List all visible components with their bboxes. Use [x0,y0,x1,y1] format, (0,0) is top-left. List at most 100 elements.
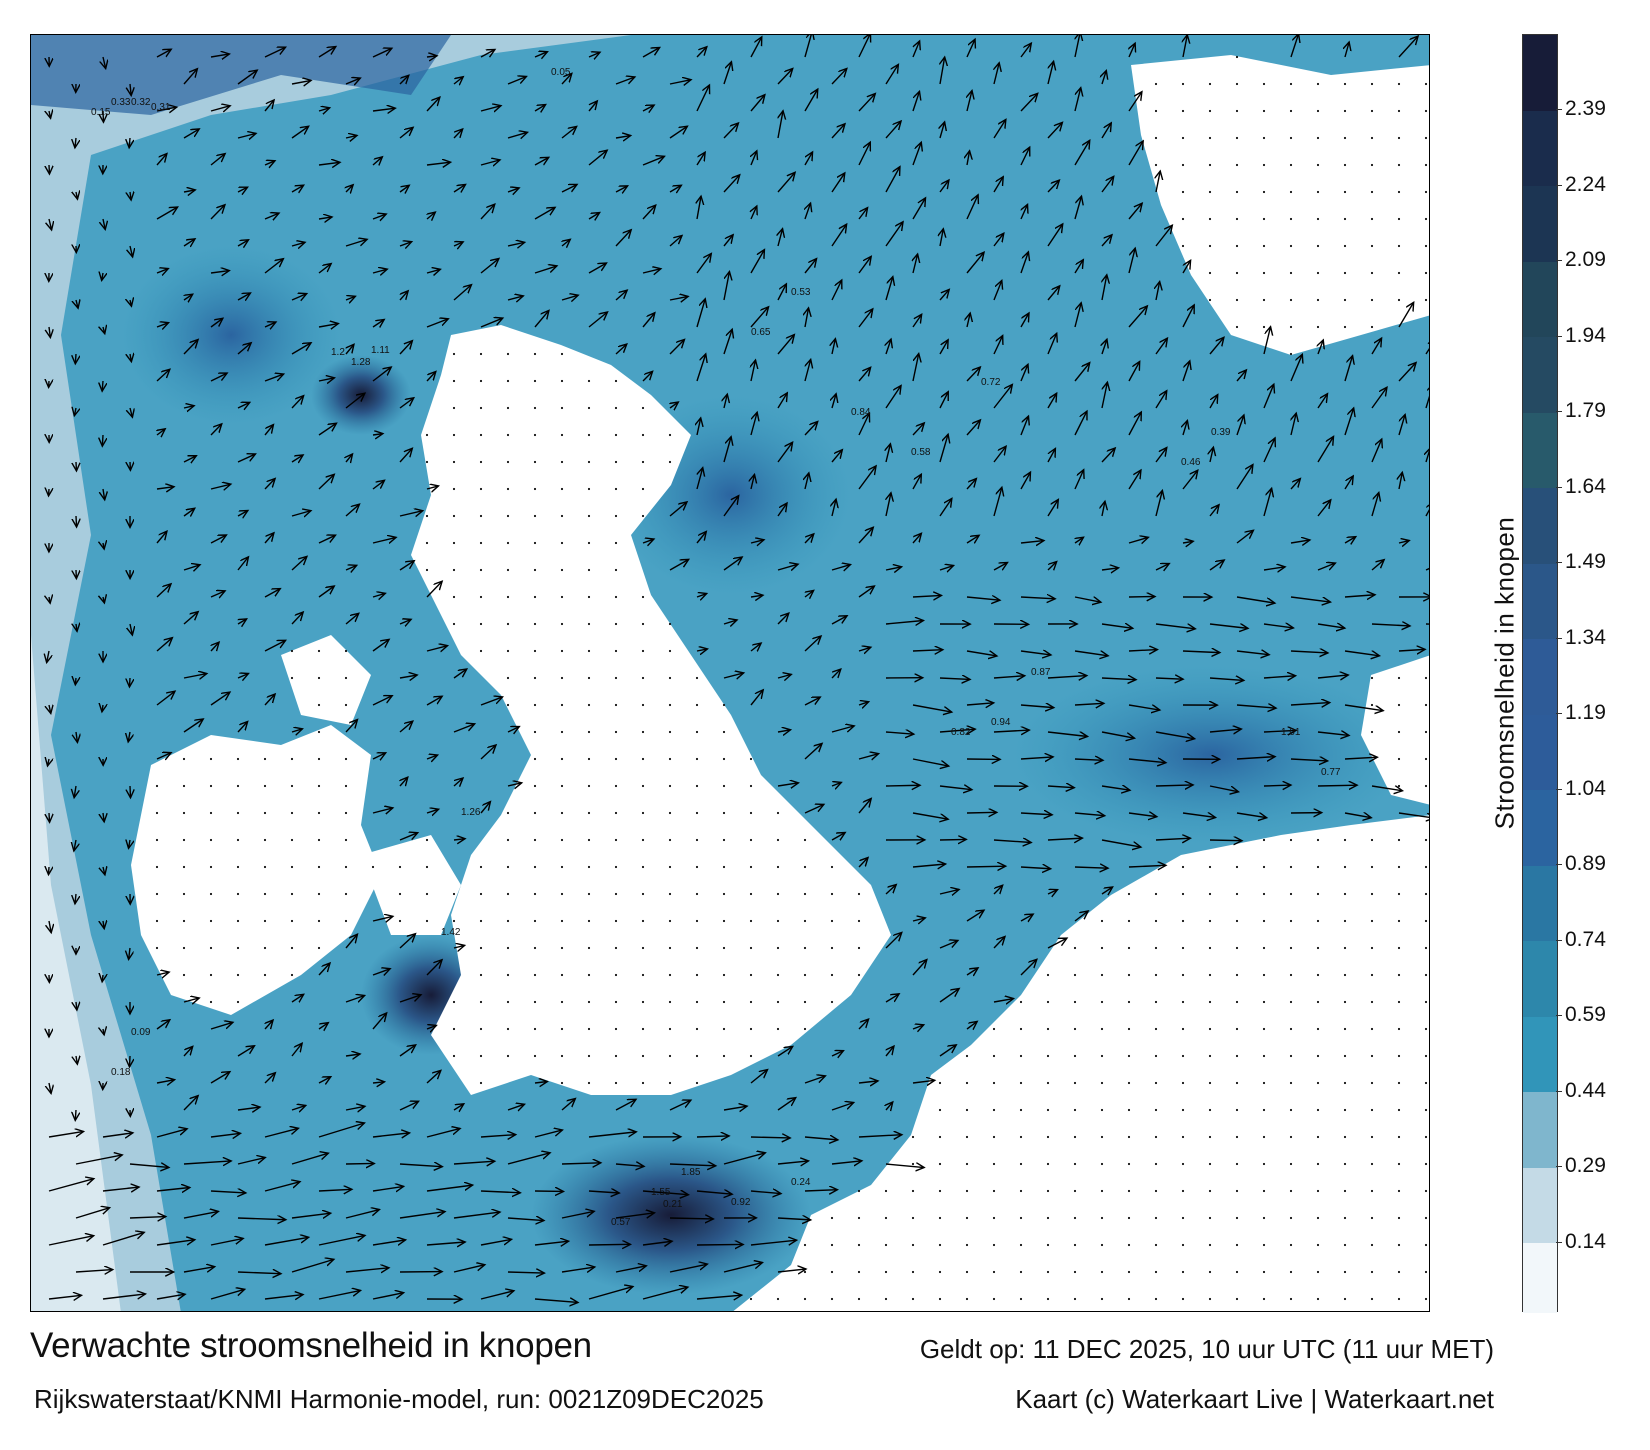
current-arrow [966,252,984,274]
current-value-label: 1.85 [681,1167,701,1178]
current-arrow [183,69,197,85]
current-arrow [264,1073,275,1084]
land-grid-dot [1289,892,1293,896]
land-grid-dot [452,919,456,923]
current-arrow [264,213,279,219]
land-grid-dot [641,649,645,653]
current-arrow [453,1212,500,1219]
colorbar-band [1523,487,1557,564]
current-arrow [75,893,76,904]
current-arrow [264,1237,309,1246]
current-arrow [264,1182,300,1192]
land-grid-dot [695,838,699,842]
land-grid-dot [668,703,672,707]
land-grid-dot [1208,1081,1212,1085]
current-arrow [1020,147,1030,166]
colorbar-tick-label: 0.44 [1565,1078,1606,1102]
current-arrow [372,1013,387,1030]
current-arrow [1047,838,1082,840]
current-arrow [561,1267,595,1272]
current-arrow [103,488,105,500]
land-grid-dot [722,703,726,707]
land-grid-dot [803,919,807,923]
land-grid-dot [1343,298,1347,302]
land-grid-dot [479,460,483,464]
current-arrow [912,314,922,328]
land-grid-dot [884,1189,888,1193]
current-arrow [1101,731,1135,738]
current-arrow [886,1046,894,1057]
current-arrow [966,39,975,58]
land-grid-dot [1208,298,1212,302]
current-arrow [534,1130,562,1138]
land-grid-dot [452,1000,456,1004]
current-arrow [993,937,1005,949]
current-arrow [372,1082,385,1083]
land-grid-dot [479,919,483,923]
land-grid-dot [1316,1135,1320,1139]
land-grid-dot [1019,1189,1023,1193]
current-arrow [940,122,945,139]
current-arrow [291,994,304,1002]
current-arrow [1398,36,1418,58]
land-grid-dot [1424,1027,1428,1031]
current-arrow [210,205,225,220]
current-arrow [210,535,226,544]
current-arrow [400,777,408,787]
land-grid-dot [1262,1135,1266,1139]
current-arrow [318,1077,331,1083]
land-grid-dot [560,514,564,518]
land-grid-dot [1424,892,1428,896]
land-grid-dot [1100,919,1104,923]
land-grid-dot [803,973,807,977]
current-arrow [966,367,980,382]
current-arrow [1101,123,1111,139]
land-grid-dot [1046,1297,1050,1301]
land-grid-dot [425,568,429,572]
current-arrow [804,1137,838,1140]
current-arrow [507,783,522,786]
land-grid-dot [1289,1189,1293,1193]
land-grid-dot [1370,1054,1374,1058]
current-arrow [318,162,340,165]
current-arrow [399,341,412,355]
current-arrow [939,289,949,301]
current-arrow [966,910,984,922]
land-grid-dot [1316,865,1320,869]
colorbar-tick-mark [1556,1241,1562,1243]
land-grid-dot [1073,1189,1077,1193]
current-arrow [156,369,170,382]
land-grid-dot [1181,163,1185,167]
current-arrow [372,753,386,759]
current-arrow [1317,394,1328,409]
current-arrow [966,195,978,220]
land-grid-dot [479,649,483,653]
land-grid-dot [209,811,213,815]
land-grid-dot [506,568,510,572]
land-grid-dot [533,1027,537,1031]
land-grid-dot [533,487,537,491]
current-arrow [1398,541,1409,543]
land-grid-dot [587,595,591,599]
land-grid-dot [614,676,618,680]
land-grid-dot [1397,1135,1401,1139]
current-arrow [777,68,793,85]
land-grid-dot [1289,919,1293,923]
land-grid-dot [1343,82,1347,86]
current-arrow [966,866,1006,867]
land-grid-dot [1316,1108,1320,1112]
current-arrow [372,1133,410,1137]
current-arrow [750,250,764,274]
land-grid-dot [452,514,456,518]
colorbar-tick-label: 0.59 [1565,1003,1606,1027]
current-arrow [264,259,283,274]
land-grid-dot [695,973,699,977]
land-grid-dot [1397,1000,1401,1004]
current-arrow [534,266,557,274]
land-grid-dot [452,460,456,464]
land-grid-dot [776,811,780,815]
current-arrow [723,1263,762,1273]
current-arrow [912,650,943,651]
land-grid-dot [1181,136,1185,140]
current-arrow [912,91,919,112]
